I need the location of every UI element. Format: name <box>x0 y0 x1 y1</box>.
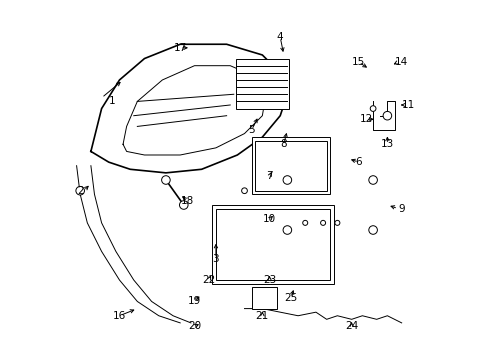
Text: 16: 16 <box>113 311 126 321</box>
Text: 3: 3 <box>212 253 219 264</box>
Circle shape <box>302 220 307 225</box>
Circle shape <box>241 188 247 194</box>
Text: 2: 2 <box>77 186 83 196</box>
Bar <box>235 59 288 109</box>
Text: 13: 13 <box>380 139 393 149</box>
Circle shape <box>369 106 375 111</box>
Circle shape <box>368 226 377 234</box>
Text: 10: 10 <box>263 214 276 224</box>
Text: 21: 21 <box>255 311 268 321</box>
Text: 4: 4 <box>276 32 283 42</box>
Circle shape <box>320 220 325 225</box>
Text: 22: 22 <box>202 275 215 285</box>
Text: 19: 19 <box>187 296 201 306</box>
Circle shape <box>283 226 291 234</box>
Circle shape <box>162 176 170 184</box>
Circle shape <box>368 176 377 184</box>
Text: 6: 6 <box>355 157 362 167</box>
Text: 11: 11 <box>401 100 415 110</box>
Text: 5: 5 <box>248 125 254 135</box>
Text: 25: 25 <box>284 293 297 303</box>
Circle shape <box>382 111 391 120</box>
Text: 8: 8 <box>280 139 286 149</box>
Text: 1: 1 <box>109 96 115 107</box>
Bar <box>216 208 329 280</box>
Circle shape <box>283 176 291 184</box>
Text: 12: 12 <box>359 114 372 124</box>
Circle shape <box>76 186 84 195</box>
Text: 15: 15 <box>351 57 365 67</box>
Text: 24: 24 <box>345 321 358 332</box>
Bar <box>255 141 326 191</box>
Text: 9: 9 <box>398 203 404 213</box>
Text: 14: 14 <box>394 57 407 67</box>
Text: 23: 23 <box>263 275 276 285</box>
Bar <box>251 137 329 194</box>
Text: 20: 20 <box>187 321 201 332</box>
Bar <box>251 287 276 309</box>
Circle shape <box>179 201 188 209</box>
Circle shape <box>334 220 339 225</box>
Text: 17: 17 <box>173 43 186 53</box>
Text: 7: 7 <box>265 171 272 181</box>
Bar <box>212 205 333 284</box>
Text: 18: 18 <box>181 197 194 206</box>
